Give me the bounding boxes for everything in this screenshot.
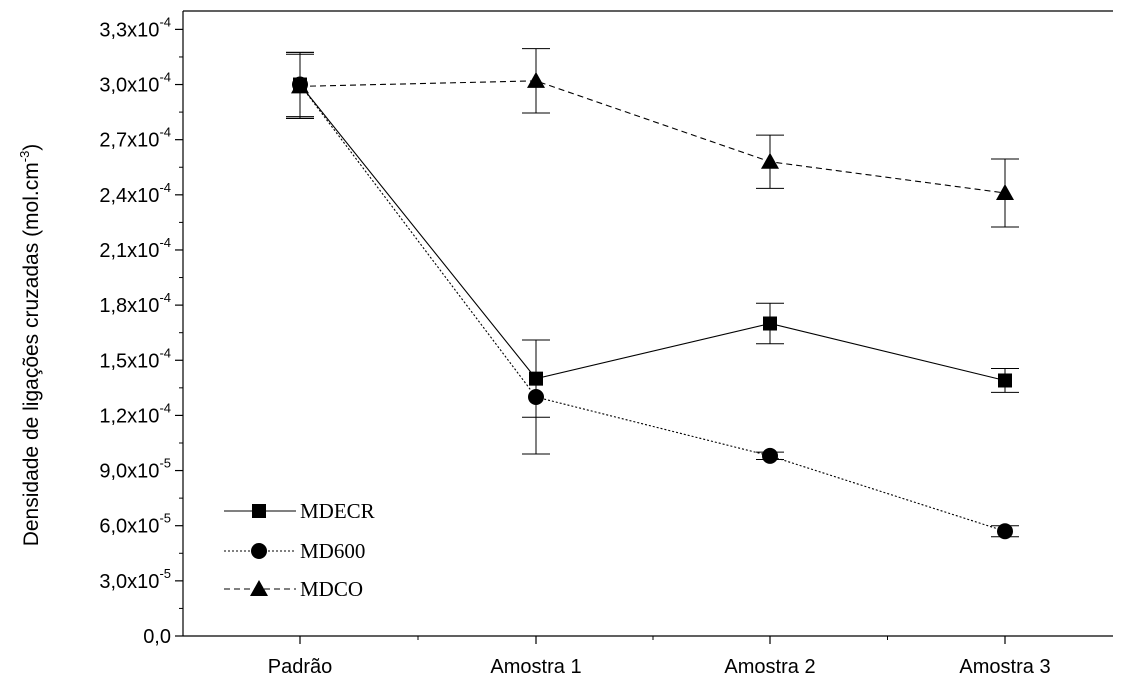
y-axis-title: Densidade de ligações cruzadas (mol.cm-3… — [17, 144, 43, 547]
y-tick-mantissa: 6,0x10 — [99, 516, 159, 538]
legend-label-mdecr: MDECR — [300, 499, 375, 523]
legend: MDECR MD600 MDCO — [224, 499, 375, 601]
y-tick-mantissa: 0,0 — [143, 626, 171, 648]
legend-marker-md600 — [251, 543, 267, 559]
legend-item-mdecr: MDECR — [224, 499, 375, 523]
data-point-mdco — [761, 152, 779, 169]
x-tick-label: Amostra 3 — [959, 656, 1050, 678]
data-point-md600 — [997, 523, 1013, 540]
data-point-mdecr — [998, 373, 1012, 388]
y-axis-title-main: Densidade de ligações cruzadas (mol.cm — [20, 162, 43, 546]
legend-item-md600: MD600 — [224, 539, 365, 563]
y-tick-exponent: -4 — [159, 180, 171, 195]
series-md600 — [286, 51, 1019, 540]
y-tick-label: 9,0x10-5 — [99, 456, 171, 483]
axes — [182, 10, 1113, 637]
series-line-mdco — [299, 80, 1006, 194]
y-tick-exponent: -4 — [159, 400, 171, 415]
y-tick-label: 2,7x10-4 — [99, 125, 171, 152]
y-tick-exponent: -4 — [159, 235, 171, 250]
y-tick-exponent: -5 — [159, 511, 171, 526]
y-tick-mantissa: 1,5x10 — [99, 350, 159, 372]
y-ticks: 0,03,0x10-56,0x10-59,0x10-51,2x10-41,5x1… — [99, 14, 183, 648]
x-tick-label: Amostra 2 — [724, 656, 815, 678]
y-tick-mantissa: 1,2x10 — [99, 405, 159, 427]
legend-marker-mdco — [250, 580, 268, 596]
y-tick-label: 0,0 — [143, 626, 171, 648]
x-tick-label: Amostra 1 — [490, 656, 581, 678]
y-axis-title-close: ) — [20, 144, 43, 151]
legend-item-mdco: MDCO — [224, 577, 363, 601]
series-mdecr — [286, 51, 1019, 418]
y-axis-title-exponent: -3 — [17, 151, 32, 163]
legend-marker-mdecr — [252, 504, 266, 518]
y-tick-label: 3,0x10-5 — [99, 566, 171, 593]
series-line-mdecr — [299, 84, 1006, 382]
legend-label-md600: MD600 — [300, 539, 365, 563]
y-tick-label: 2,4x10-4 — [99, 180, 171, 207]
y-tick-mantissa: 1,8x10 — [99, 295, 159, 317]
series-mdco — [286, 48, 1019, 228]
x-tick-label: Padrão — [268, 656, 333, 678]
series-layer — [286, 48, 1019, 540]
y-tick-exponent: -4 — [159, 70, 171, 85]
series-line-md600 — [299, 84, 1006, 532]
y-tick-mantissa: 2,4x10 — [99, 185, 159, 207]
y-tick-exponent: -4 — [159, 290, 171, 305]
y-tick-label: 6,0x10-5 — [99, 511, 171, 538]
data-point-mdecr — [763, 316, 777, 331]
y-tick-exponent: -4 — [159, 14, 171, 29]
y-tick-mantissa: 2,1x10 — [99, 240, 159, 262]
data-point-md600 — [528, 389, 544, 406]
data-point-mdco — [996, 183, 1014, 200]
y-tick-mantissa: 3,0x10 — [99, 75, 159, 97]
y-tick-exponent: -5 — [159, 566, 171, 581]
y-tick-label: 1,5x10-4 — [99, 345, 171, 372]
y-tick-label: 2,1x10-4 — [99, 235, 171, 262]
y-tick-exponent: -4 — [159, 345, 171, 360]
y-tick-exponent: -4 — [159, 125, 171, 140]
data-point-mdco — [291, 77, 309, 94]
x-ticks: Padrão Amostra 1 Amostra 2 Amostra 3 — [268, 636, 1051, 678]
y-tick-exponent: -5 — [159, 456, 171, 471]
data-point-md600 — [762, 447, 778, 464]
y-tick-mantissa: 3,0x10 — [99, 571, 159, 593]
y-tick-label: 1,8x10-4 — [99, 290, 171, 317]
y-tick-label: 3,0x10-4 — [99, 70, 171, 97]
y-tick-mantissa: 9,0x10 — [99, 461, 159, 483]
y-tick-label: 1,2x10-4 — [99, 400, 171, 427]
y-tick-label: 3,3x10-4 — [99, 14, 171, 41]
y-tick-mantissa: 3,3x10 — [99, 19, 159, 41]
legend-label-mdco: MDCO — [300, 577, 363, 601]
y-tick-mantissa: 2,7x10 — [99, 130, 159, 152]
data-point-mdco — [527, 71, 545, 88]
